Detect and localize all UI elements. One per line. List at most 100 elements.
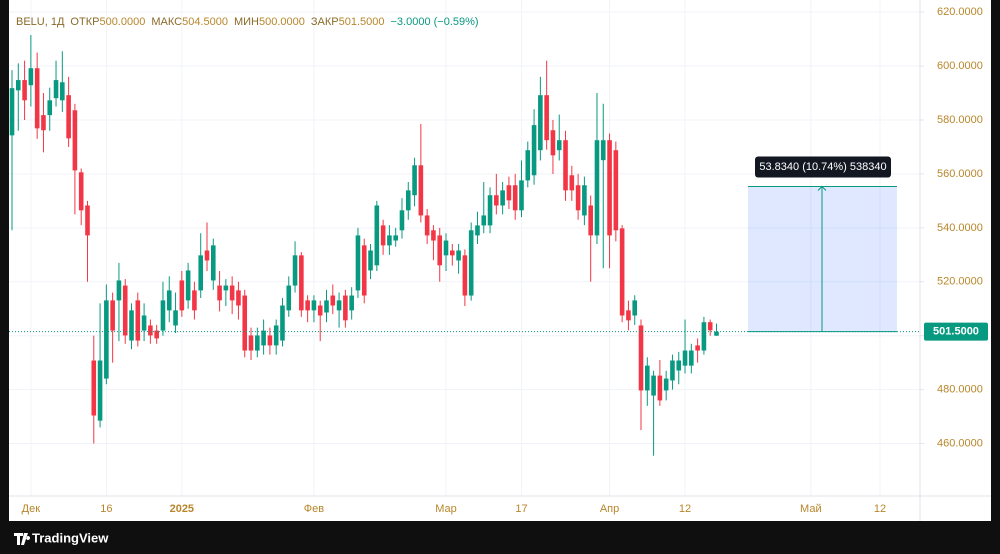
candle-body — [657, 375, 663, 401]
candle-body — [349, 295, 354, 311]
y-tick-label: 600.0000 — [937, 60, 983, 72]
x-tick-label: 2025 — [170, 503, 194, 515]
candle — [343, 289, 348, 328]
candle — [41, 93, 46, 153]
candle-body — [638, 325, 644, 391]
candle — [569, 165, 575, 201]
candle — [462, 249, 468, 307]
candle-body — [273, 325, 279, 346]
candle — [160, 281, 166, 336]
candle-body — [494, 195, 499, 206]
candle-body — [701, 322, 707, 351]
candle-body — [242, 295, 248, 351]
candle — [663, 370, 669, 401]
candle — [355, 227, 361, 298]
candle — [374, 200, 380, 271]
candle-body — [538, 95, 543, 151]
candle-body — [487, 195, 493, 226]
candle-body — [600, 140, 606, 161]
x-tick-label: Дек — [22, 503, 41, 515]
candle-body — [424, 215, 430, 236]
candle — [437, 227, 443, 282]
y-tick-label: 480.0000 — [937, 384, 983, 396]
candle — [192, 281, 197, 320]
candle-body — [588, 205, 593, 236]
candle — [261, 319, 266, 355]
candle — [500, 182, 505, 215]
candle — [424, 208, 430, 245]
candle-body — [122, 285, 128, 336]
candle — [689, 343, 694, 374]
candle — [632, 295, 638, 325]
candle — [78, 168, 84, 226]
candle — [97, 303, 103, 428]
legend-value: 500.0000 — [259, 16, 305, 28]
change: −3.0000 (−0.59%) — [391, 16, 479, 28]
candle — [280, 297, 285, 347]
x-tick-label: 16 — [100, 503, 112, 515]
candle-body — [531, 125, 537, 176]
candle-body — [481, 215, 487, 226]
candle-body — [129, 310, 134, 341]
legend-value: 501.5000 — [339, 16, 385, 28]
x-tick-label: 12 — [874, 503, 886, 515]
legend-label: МАКС — [151, 16, 182, 28]
candle-body — [393, 235, 398, 241]
last-price-box — [924, 322, 988, 341]
candle-body — [626, 310, 631, 321]
candle-body — [575, 185, 581, 211]
candle-body — [34, 68, 40, 129]
candle — [582, 176, 587, 226]
candle — [361, 238, 367, 304]
last-price-label: 501.5000 — [933, 326, 979, 338]
candle — [651, 370, 656, 456]
candle-body — [418, 165, 424, 216]
candle — [657, 359, 663, 406]
candle-body — [9, 88, 15, 136]
x-tick-label: Мар — [435, 503, 457, 515]
candle-body — [368, 250, 373, 271]
candle — [317, 300, 323, 342]
candle — [563, 130, 568, 201]
symbol: BELU, 1Д — [16, 16, 65, 28]
candle — [695, 338, 700, 363]
candle-body — [317, 305, 323, 316]
candle — [575, 173, 581, 220]
candle-body — [173, 310, 178, 326]
candle — [607, 133, 612, 269]
candle — [305, 295, 310, 323]
candle — [22, 60, 27, 120]
candle — [538, 76, 543, 161]
candle-body — [116, 280, 122, 301]
candle-body — [613, 150, 619, 231]
candle-body — [544, 95, 549, 141]
candle — [242, 289, 248, 358]
candle — [405, 182, 411, 220]
measure-label-box — [755, 156, 891, 178]
candle — [104, 284, 109, 385]
candle — [185, 262, 191, 309]
candle — [456, 244, 461, 274]
candle-body — [85, 205, 90, 236]
y-tick-label: 560.0000 — [937, 168, 983, 180]
x-tick-label: Май — [800, 503, 822, 515]
candle — [682, 319, 688, 374]
candle-body — [707, 322, 713, 331]
plot: 53.8340 (10.74%) 538340 — [9, 35, 920, 456]
candle-body — [506, 185, 512, 201]
candle-body — [198, 255, 204, 291]
y-tick-label: 520.0000 — [937, 276, 983, 288]
candle-body — [91, 360, 97, 416]
candle — [9, 70, 15, 231]
x-tick-label: 12 — [679, 503, 691, 515]
legend-value: 504.5000 — [182, 16, 228, 28]
candle — [594, 93, 600, 245]
chart-panel — [9, 0, 991, 521]
candle-body — [412, 165, 417, 196]
candle-body — [462, 255, 468, 296]
candle — [135, 292, 141, 347]
candle — [525, 141, 531, 188]
candle-body — [179, 280, 185, 311]
legend-label: ОТКР — [70, 16, 99, 28]
